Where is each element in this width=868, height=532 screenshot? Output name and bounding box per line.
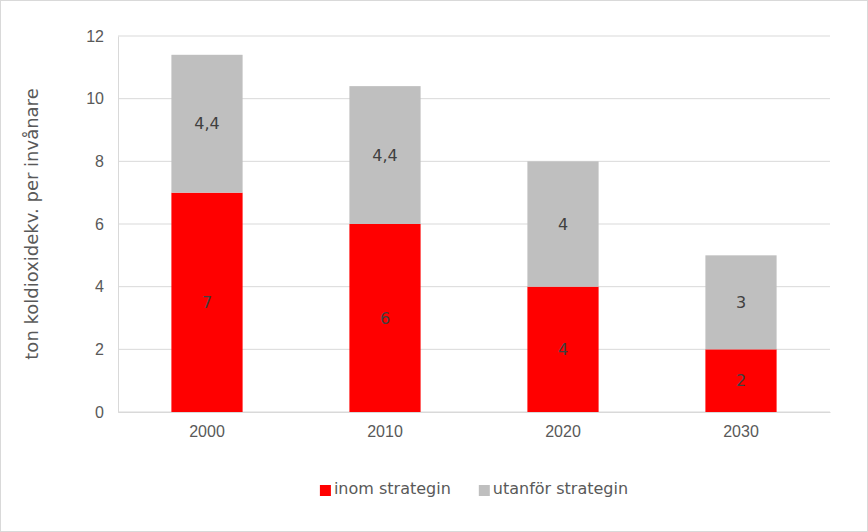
bar <box>527 287 598 412</box>
grid-line <box>118 36 830 37</box>
x-axis: 2000 2010 2020 2030 <box>119 412 831 440</box>
data-label: 4 <box>558 340 568 359</box>
bars <box>171 55 776 412</box>
bar <box>171 193 242 412</box>
data-label: 4,4 <box>372 146 397 165</box>
x-tick: 2010 <box>367 412 403 440</box>
x-tick: 2000 <box>189 412 225 440</box>
series <box>171 193 776 412</box>
legend-item: inom strategin <box>320 479 451 498</box>
bar <box>705 255 776 349</box>
y-axis-line <box>118 37 119 413</box>
legend-swatch <box>479 485 490 496</box>
bar <box>527 161 598 286</box>
y-tick-label: 10 <box>86 90 104 107</box>
x-tick: 2020 <box>545 412 581 440</box>
legend: inom strategin utanför strategin <box>320 479 628 498</box>
bar <box>349 224 420 412</box>
y-tick: 6 <box>95 216 118 233</box>
x-tick: 2030 <box>723 412 759 440</box>
y-tick-label: 12 <box>86 28 104 45</box>
chart-frame <box>1 1 868 532</box>
chart: 0 2 4 6 8 10 12 7 6 4 2 4,4 4,4 4 3 2000 2010 2020 2030 ton… <box>0 0 868 532</box>
legend-swatch <box>320 485 331 496</box>
bar <box>171 55 242 193</box>
y-tick: 0 <box>95 404 118 421</box>
y-tick: 12 <box>86 28 118 45</box>
bar <box>705 349 776 412</box>
data-label: 2 <box>736 371 746 390</box>
y-tick-label: 6 <box>95 216 104 233</box>
x-tick-label: 2010 <box>367 423 403 440</box>
x-tick-label: 2020 <box>545 423 581 440</box>
y-tick: 4 <box>95 278 118 295</box>
bar <box>349 86 420 224</box>
x-tick-label: 2000 <box>189 423 225 440</box>
data-label: 7 <box>202 293 212 312</box>
data-label: 4,4 <box>194 114 219 133</box>
data-labels: 7 6 4 2 4,4 4,4 4 3 <box>194 114 746 390</box>
y-axis-title: ton koldioxidekv. per invånare <box>21 88 42 359</box>
data-label: 3 <box>736 293 746 312</box>
legend-label: inom strategin <box>334 479 451 498</box>
data-label: 6 <box>380 309 390 328</box>
plot: 0 2 4 6 8 10 12 7 6 4 2 4,4 4,4 4 3 2000 2010 2020 2030 <box>86 28 830 441</box>
y-tick-label: 2 <box>95 341 104 358</box>
y-tick-label: 0 <box>95 404 104 421</box>
y-tick: 8 <box>95 153 118 170</box>
y-tick: 10 <box>86 90 118 107</box>
y-tick-label: 4 <box>95 278 104 295</box>
legend-item: utanför strategin <box>479 479 628 498</box>
grid <box>118 36 830 412</box>
y-tick: 2 <box>95 341 118 358</box>
y-axis: 0 2 4 6 8 10 12 <box>86 28 118 421</box>
data-label: 4 <box>558 215 568 234</box>
series <box>171 55 776 350</box>
y-tick-label: 8 <box>95 153 104 170</box>
x-axis-line <box>119 412 831 413</box>
x-tick-label: 2030 <box>723 423 759 440</box>
legend-label: utanför strategin <box>493 479 628 498</box>
